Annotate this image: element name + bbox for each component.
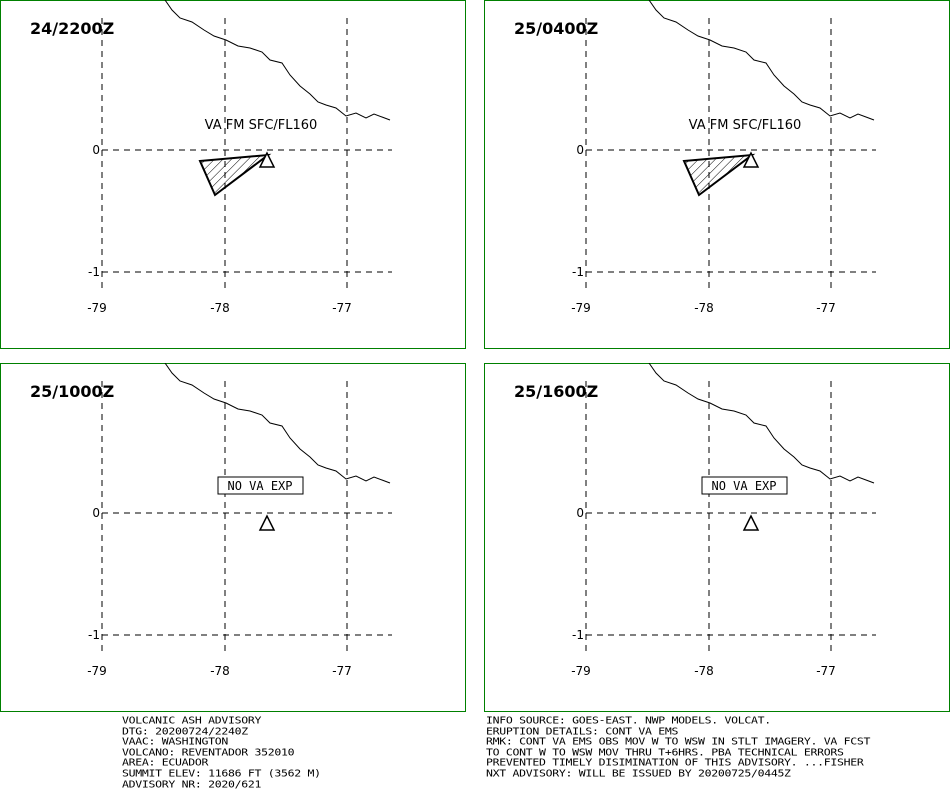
map-panel: -79 -78 -77 0 -1 25/1600Z NO VA EXP xyxy=(484,363,950,712)
coastline xyxy=(164,363,391,484)
annotation: VA FM SFC/FL160 xyxy=(205,118,318,133)
coastline xyxy=(164,0,391,121)
lon-label: -78 xyxy=(694,301,714,315)
lon-label: -79 xyxy=(571,664,591,678)
lon-label: -77 xyxy=(816,664,836,678)
volcano-symbol xyxy=(742,151,760,168)
ash-area xyxy=(198,153,272,197)
text-line: RMK: CONT VA EMS OBS MOV W TO WSW IN STL… xyxy=(486,735,871,748)
lat-label: 0 xyxy=(576,506,584,520)
annotation: VA FM SFC/FL160 xyxy=(689,118,802,133)
text-line: PREVENTED TIMELY DISIMINATION OF THIS AD… xyxy=(486,756,864,769)
valid-time: 24/2200Z xyxy=(30,19,114,38)
lon-label: -79 xyxy=(87,664,107,678)
panel-border xyxy=(0,363,466,712)
lat-label: 0 xyxy=(92,506,100,520)
valid-time: 25/1600Z xyxy=(514,382,598,401)
lon-label: -77 xyxy=(332,664,352,678)
valid-time: 25/0400Z xyxy=(514,19,598,38)
map-panel: -79 -78 -77 0 -1 24/2200Z VA FM SFC/FL160 xyxy=(0,0,466,349)
lat-label: -1 xyxy=(88,628,100,642)
text-line: VOLCANIC ASH ADVISORY xyxy=(122,714,262,727)
lon-label: -77 xyxy=(816,301,836,315)
annotation: NO VA EXP xyxy=(227,479,292,493)
panel-border xyxy=(0,0,466,349)
ash-area xyxy=(682,153,756,197)
lat-label: -1 xyxy=(88,265,100,279)
text-line: ADVISORY NR: 2020/621 xyxy=(122,777,262,790)
annotation-box xyxy=(701,476,788,495)
text-line: DTG: 20200724/2240Z xyxy=(122,724,248,737)
annotation: NO VA EXP xyxy=(711,479,776,493)
volcano-symbol xyxy=(258,151,276,168)
text-line: VAAC: WASHINGTON xyxy=(122,735,228,748)
lon-label: -77 xyxy=(332,301,352,315)
text-line: NXT ADVISORY: WILL BE ISSUED BY 20200725… xyxy=(486,767,791,780)
text-line: TO CONT W TO WSW MOV THRU T+6HRS. PBA TE… xyxy=(486,746,844,758)
volcano-symbol xyxy=(742,514,760,531)
text-line: ERUPTION DETAILS: CONT VA EMS xyxy=(486,724,679,737)
valid-time: 25/1000Z xyxy=(30,382,114,401)
lon-label: -78 xyxy=(694,664,714,678)
lon-label: -79 xyxy=(571,301,591,315)
text-line: INFO SOURCE: GOES-EAST. NWP MODELS. VOLC… xyxy=(486,714,771,727)
lat-label: -1 xyxy=(572,265,584,279)
text-line: SUMMIT ELEV: 11686 FT (3562 M) xyxy=(122,767,321,780)
info-block: INFO SOURCE: GOES-EAST. NWP MODELS. VOLC… xyxy=(486,716,870,780)
volcano-symbol xyxy=(258,514,276,531)
annotation-box xyxy=(217,476,304,495)
map-panel: -79 -78 -77 0 -1 25/1000Z NO VA EXP xyxy=(0,363,466,712)
lon-label: -78 xyxy=(210,301,230,315)
lat-label: -1 xyxy=(572,628,584,642)
lat-label: 0 xyxy=(576,143,584,157)
map-panel: -79 -78 -77 0 -1 25/0400Z VA FM SFC/FL160 xyxy=(484,0,950,349)
coastline xyxy=(648,0,875,121)
coastline xyxy=(648,363,875,484)
lon-label: -79 xyxy=(87,301,107,315)
lat-label: 0 xyxy=(92,143,100,157)
advisory-block: VOLCANIC ASH ADVISORY DTG: 20200724/2240Z… xyxy=(122,716,321,790)
panel-border xyxy=(484,363,950,712)
text-line: AREA: ECUADOR xyxy=(122,756,209,769)
text-line: VOLCANO: REVENTADOR 352010 xyxy=(122,746,295,758)
lon-label: -78 xyxy=(210,664,230,678)
